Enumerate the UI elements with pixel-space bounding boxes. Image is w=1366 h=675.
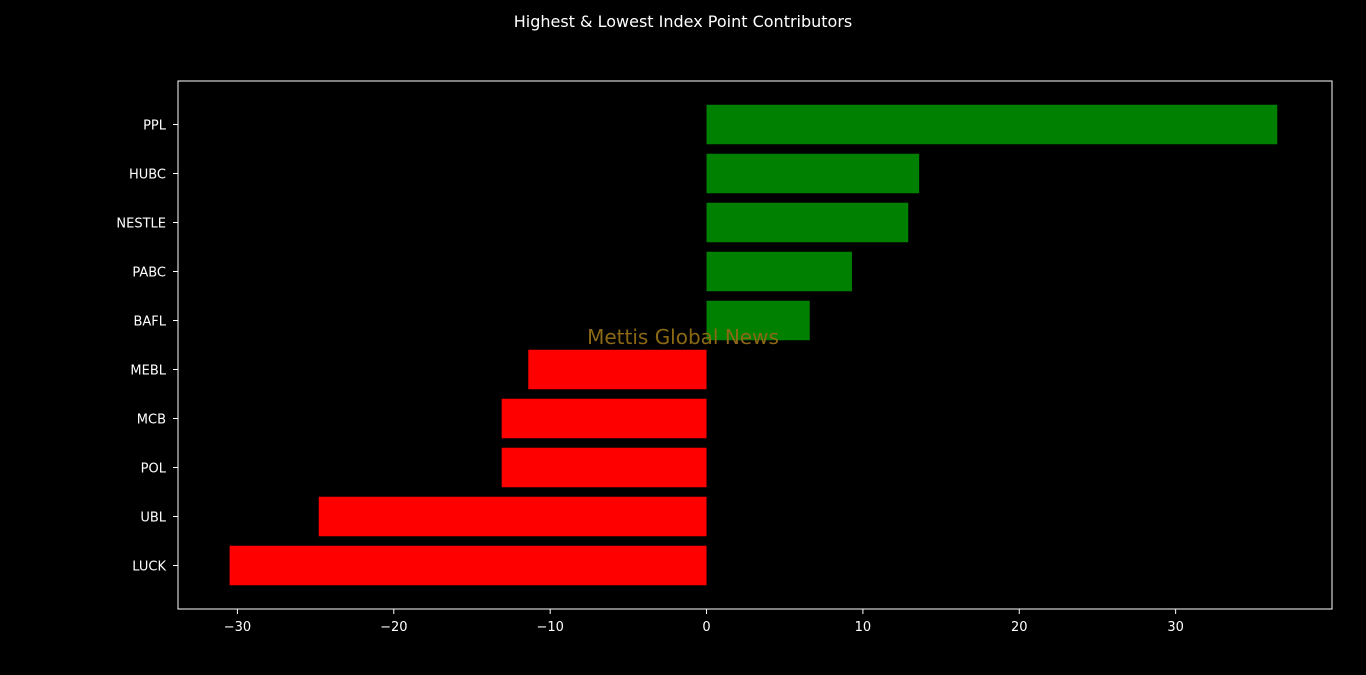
- chart-title: Highest & Lowest Index Point Contributor…: [514, 12, 853, 31]
- x-tick-label: 0: [702, 620, 710, 635]
- watermark: Mettis Global News: [587, 325, 779, 349]
- x-tick-label: 30: [1167, 620, 1184, 635]
- y-tick-label: LUCK: [132, 560, 166, 575]
- bar-nestle: [706, 202, 909, 243]
- bar-mcb: [501, 398, 707, 439]
- x-axis: −30 −20 −10 0 10 20 30: [224, 609, 1184, 635]
- bar-luck: [229, 545, 707, 586]
- y-tick-label: PPL: [143, 119, 167, 134]
- y-tick-label: UBL: [140, 511, 166, 526]
- x-tick-label: −20: [380, 620, 407, 635]
- x-tick-label: 10: [855, 620, 872, 635]
- x-tick-label: 20: [1011, 620, 1028, 635]
- x-tick-label: −30: [224, 620, 251, 635]
- bar-ubl: [318, 496, 707, 537]
- bar-pol: [501, 447, 707, 488]
- y-tick-label: PABC: [132, 266, 166, 281]
- y-tick-label: MCB: [137, 413, 166, 428]
- x-tick-label: −10: [536, 620, 563, 635]
- bar-ppl: [706, 104, 1278, 145]
- y-tick-label: HUBC: [129, 168, 166, 183]
- y-tick-label: BAFL: [133, 315, 166, 330]
- bars-group: [229, 104, 1278, 586]
- bar-hubc: [706, 153, 920, 194]
- y-tick-label: MEBL: [130, 364, 166, 379]
- bar-pabc: [706, 251, 852, 292]
- y-tick-label: POL: [141, 462, 167, 477]
- plot-area-frame: [177, 80, 1333, 610]
- y-axis: PPL HUBC NESTLE PABC BAFL MEBL MCB POL UBL LUCK: [116, 119, 178, 575]
- y-tick-label: NESTLE: [116, 217, 166, 232]
- bar-mebl: [528, 349, 707, 390]
- bar-bafl: [706, 300, 810, 341]
